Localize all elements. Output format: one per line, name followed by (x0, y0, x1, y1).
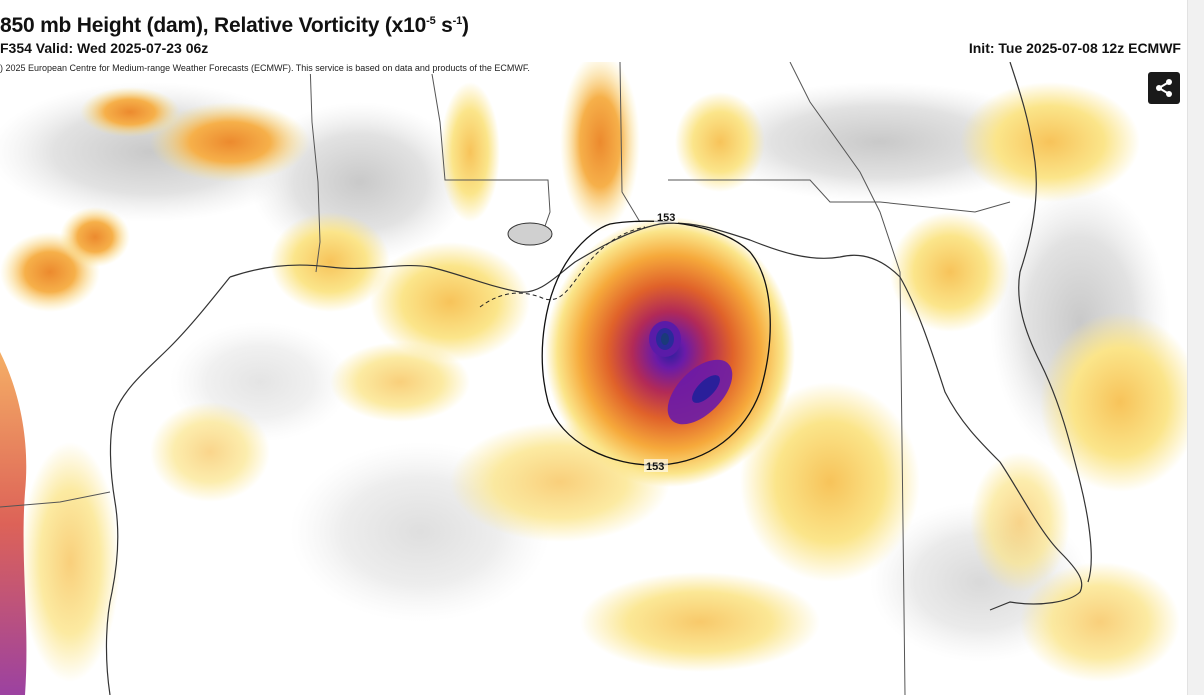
height-contour-153 (541, 220, 771, 466)
positive-vorticity-field (0, 62, 1187, 682)
contour-label-top: 153 (657, 212, 675, 224)
map-canvas: 153 153 (0, 62, 1187, 695)
init-time-label: Init: Tue 2025-07-08 12z ECMWF (968, 40, 1181, 56)
vorticity-streak-west (0, 352, 27, 695)
contour-label-bottom: 153 (646, 461, 664, 473)
map-title: 850 mb Height (dam), Relative Vorticity … (0, 14, 469, 37)
contour-label-bg-bottom (644, 459, 668, 472)
lake (507, 222, 553, 246)
share-button[interactable] (1148, 72, 1180, 104)
vorticity-map[interactable]: 153 153 (0, 62, 1187, 695)
storm-vorticity-core (545, 217, 795, 487)
copyright-notice: ) 2025 European Centre for Medium-range … (0, 62, 533, 74)
share-icon (1156, 79, 1172, 97)
valid-time-label: F354 Valid: Wed 2025-07-23 06z (0, 40, 209, 56)
contour-label-bg-top (654, 210, 678, 223)
coastline (105, 62, 1092, 695)
vertical-scrollbar[interactable] (1187, 0, 1204, 695)
state-borders (0, 62, 1011, 695)
header: 850 mb Height (dam), Relative Vorticity … (0, 0, 1187, 62)
